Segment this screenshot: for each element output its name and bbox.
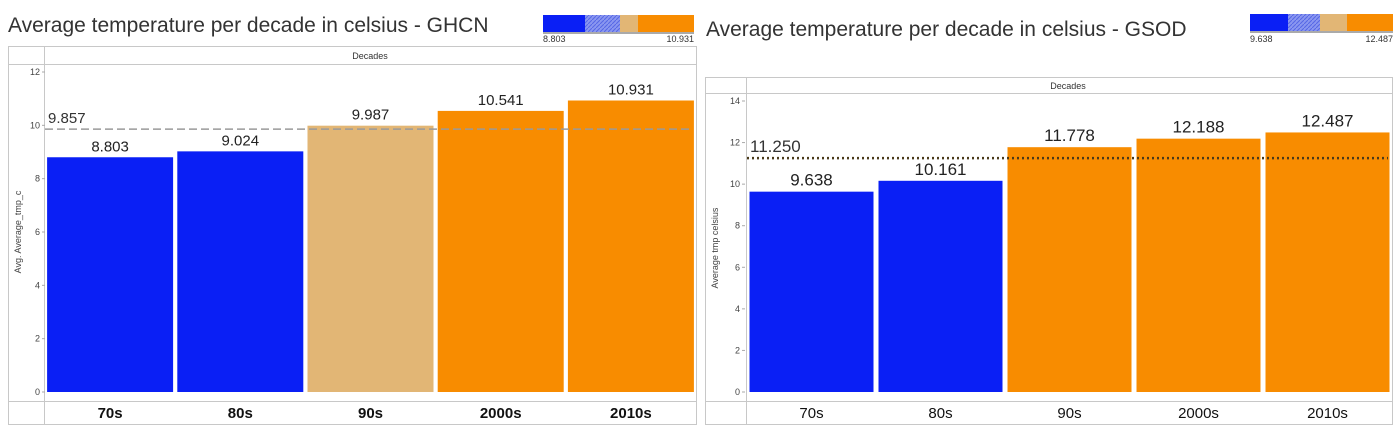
ghcn-reference-line-group: 9.857	[45, 110, 692, 130]
ghcn-y-tick-label: 10	[30, 120, 40, 130]
ghcn-legend-max: 10.931	[666, 34, 694, 44]
gsod-bars: 9.638 10.161 11.778 12.188 12.487	[749, 111, 1390, 392]
gsod-legend-mid-swatch	[1320, 14, 1347, 31]
ghcn-x-tick-label: 80s	[228, 405, 253, 422]
gsod-bar-value-label: 10.161	[915, 160, 967, 179]
gsod-y-tick-label: 12	[730, 138, 740, 148]
ghcn-bar-value-label: 9.987	[352, 107, 390, 124]
ghcn-x-tick-label: 90s	[358, 405, 383, 422]
gsod-x-tick-label: 2000s	[1178, 405, 1219, 422]
gsod-y-tick-label: 10	[730, 179, 740, 189]
gsod-y-ticks: 0 2 4 6 8 10 12 14	[730, 96, 745, 397]
ghcn-x-tick-label: 2000s	[480, 405, 522, 422]
ghcn-y-ticks: 0 2 4 6 8 10 12	[30, 67, 45, 397]
gsod-bar-value-label: 11.778	[1044, 126, 1095, 145]
ghcn-header-label: Decades	[352, 51, 388, 61]
gsod-y-tick-label: 8	[735, 221, 740, 231]
ghcn-bars: 8.803 9.024 9.987 10.541 10.931	[47, 82, 694, 393]
ghcn-y-tick-label: 2	[35, 334, 40, 344]
gsod-title: Average temperature per decade in celsiu…	[706, 18, 1187, 41]
gsod-title-text: Average temperature per decade in celsiu…	[706, 18, 1187, 41]
gsod-chart-frame	[705, 77, 1393, 425]
gsod-color-legend[interactable]: 9.638 12.487	[1250, 14, 1393, 44]
ghcn-legend-mid-swatch	[620, 15, 638, 32]
ghcn-bar-80s[interactable]	[177, 151, 304, 392]
gsod-x-tick-label: 90s	[1057, 405, 1081, 422]
gsod-header-label: Decades	[1050, 81, 1086, 91]
ghcn-bar-value-label: 9.024	[222, 132, 260, 149]
gsod-x-tick-label: 80s	[928, 405, 952, 422]
gsod-legend-min: 9.638	[1250, 34, 1273, 44]
ghcn-panel: Average temperature per decade in celsiu…	[8, 14, 697, 425]
gsod-y-tick-label: 0	[735, 387, 740, 397]
gsod-bar-value-label: 12.188	[1173, 118, 1225, 137]
ghcn-title: Average temperature per decade in celsiu…	[8, 14, 489, 37]
ghcn-reference-line-label: 9.857	[48, 110, 86, 127]
gsod-bar-70s[interactable]	[749, 191, 874, 392]
ghcn-bar-value-label: 8.803	[91, 138, 129, 155]
gsod-bar-2000s[interactable]	[1136, 138, 1261, 392]
ghcn-x-tick-label: 2010s	[610, 405, 652, 422]
gsod-x-tick-labels: 70s 80s 90s 2000s 2010s	[799, 405, 1348, 422]
gsod-legend-max: 12.487	[1365, 34, 1393, 44]
gsod-x-tick-label: 2010s	[1307, 405, 1348, 422]
gsod-bar-value-label: 12.487	[1302, 111, 1354, 130]
gsod-legend-mid-low-swatch	[1288, 14, 1320, 31]
gsod-y-tick-label: 2	[735, 345, 740, 355]
ghcn-legend-high-swatch	[638, 15, 694, 32]
ghcn-y-tick-label: 4	[35, 280, 40, 290]
gsod-reference-line-group: 11.250	[747, 137, 1388, 160]
ghcn-legend-low-swatch	[543, 15, 585, 32]
ghcn-legend-min: 8.803	[543, 34, 566, 44]
ghcn-bar-90s[interactable]	[307, 125, 434, 393]
ghcn-bar-value-label: 10.931	[608, 82, 654, 99]
gsod-x-tick-label: 70s	[799, 405, 823, 422]
gsod-y-tick-label: 14	[730, 96, 740, 106]
gsod-bar-80s[interactable]	[878, 180, 1003, 392]
gsod-y-axis-label: Average tmp celsius	[710, 207, 720, 288]
ghcn-y-tick-label: 6	[35, 227, 40, 237]
ghcn-y-tick-label: 8	[35, 174, 40, 184]
ghcn-bar-2000s[interactable]	[437, 110, 564, 392]
ghcn-color-legend[interactable]: 8.803 10.931	[543, 15, 694, 44]
gsod-legend-high-swatch	[1347, 14, 1393, 31]
ghcn-x-tick-labels: 70s 80s 90s 2000s 2010s	[98, 405, 652, 422]
ghcn-chart-frame	[8, 46, 697, 425]
ghcn-bar-value-label: 10.541	[478, 92, 524, 109]
gsod-bar-value-label: 9.638	[790, 171, 833, 190]
gsod-y-tick-label: 4	[735, 304, 740, 314]
ghcn-x-tick-label: 70s	[98, 405, 123, 422]
ghcn-y-tick-label: 0	[35, 387, 40, 397]
gsod-panel: Average temperature per decade in celsiu…	[705, 14, 1393, 425]
ghcn-bar-2010s[interactable]	[567, 100, 694, 393]
ghcn-bar-70s[interactable]	[47, 157, 174, 392]
gsod-bar-90s[interactable]	[1007, 147, 1132, 392]
ghcn-legend-mid-low-swatch	[585, 15, 620, 32]
gsod-reference-line-label: 11.250	[750, 137, 801, 156]
ghcn-y-tick-label: 12	[30, 67, 40, 77]
ghcn-y-axis-label: Avg. Average_tmp_c	[13, 190, 23, 273]
gsod-bar-2010s[interactable]	[1265, 132, 1390, 392]
gsod-legend-low-swatch	[1250, 14, 1288, 31]
gsod-y-tick-label: 6	[735, 262, 740, 272]
